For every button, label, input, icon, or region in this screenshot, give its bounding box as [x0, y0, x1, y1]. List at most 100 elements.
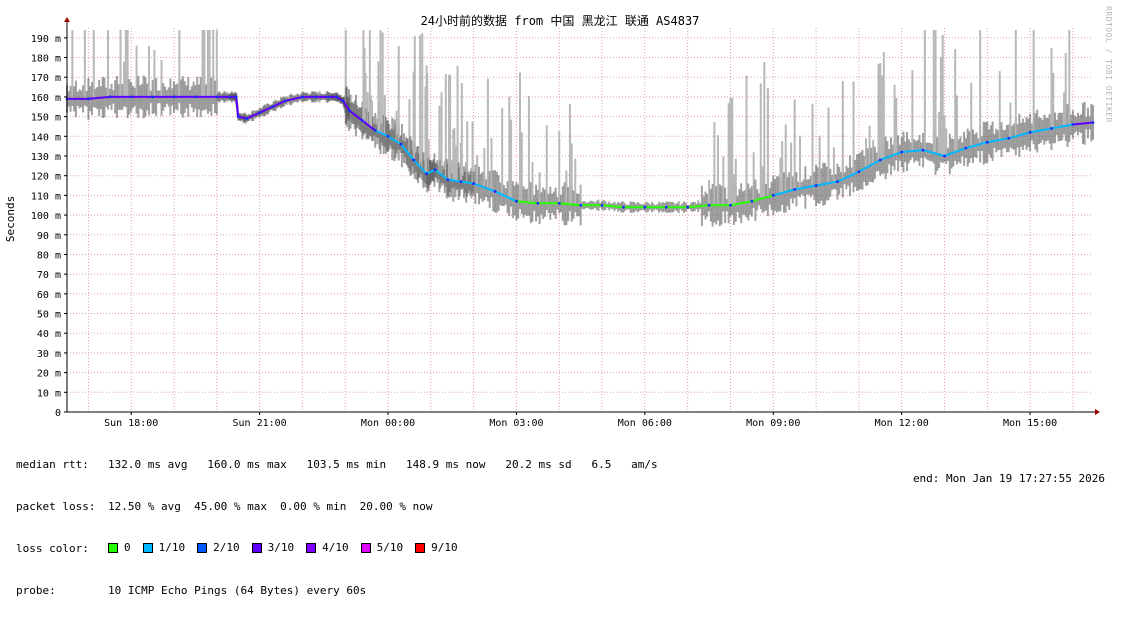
median-rtt-segment — [494, 190, 517, 203]
loss-color-item-label: 2/10 — [213, 541, 240, 554]
median-rtt-point — [172, 95, 176, 99]
y-tick-label: 110 m — [31, 191, 61, 202]
median-rtt-segment — [516, 200, 538, 205]
median-rtt-segment — [412, 159, 428, 175]
median-rtt-point — [857, 170, 861, 174]
y-tick-label: 140 m — [31, 132, 61, 143]
y-axis-title: Seconds — [4, 196, 17, 242]
median-rtt-segment — [342, 100, 351, 112]
median-rtt-segment — [246, 111, 261, 120]
rrdtool-watermark: RRDTOOL / TOBI OETIKER — [1104, 6, 1113, 123]
loss-color-item: 1/10 — [142, 541, 185, 555]
median-rtt-segment — [259, 105, 273, 114]
median-rtt-point — [215, 95, 219, 99]
y-tick-label: 180 m — [31, 54, 61, 65]
median-rtt-point — [878, 158, 882, 162]
y-tick-label: 160 m — [31, 93, 61, 104]
median-rtt-point — [151, 95, 155, 99]
median-rtt-point — [386, 134, 390, 138]
x-tick-label: Sun 18:00 — [104, 418, 158, 429]
loss-color-item-label: 9/10 — [431, 541, 458, 554]
median-rtt-segment — [730, 200, 753, 207]
median-rtt-point — [622, 205, 625, 209]
y-tick-label: 40 m — [37, 329, 61, 340]
median-rtt-segment — [272, 99, 286, 108]
median-rtt-point — [921, 148, 925, 152]
median-rtt-point — [341, 99, 345, 103]
y-tick-label: 120 m — [31, 172, 61, 183]
median-rtt-point — [1091, 121, 1095, 124]
loss-color-item: 4/10 — [306, 541, 349, 555]
median-rtt-segment — [1029, 127, 1052, 134]
smokeping-graph: 24小时前的数据 from 中国 黑龙江 联通 AS4837 Seconds 0… — [4, 6, 1113, 597]
x-tick-label: Mon 12:00 — [875, 418, 929, 429]
median-rtt-segment — [235, 96, 240, 117]
median-rtt-segment — [374, 129, 389, 138]
x-tick-label: Mon 03:00 — [489, 418, 543, 429]
median-rtt-point — [515, 199, 518, 203]
smoke-band — [66, 29, 1094, 227]
median-rtt-segment — [837, 170, 860, 183]
median-rtt-segment — [1051, 123, 1074, 130]
median-rtt-point — [557, 201, 561, 205]
loss-color-item: 0 — [108, 541, 131, 555]
loss-color-item: 3/10 — [251, 541, 294, 555]
loss-color-swatch — [197, 543, 208, 553]
y-tick-label: 20 m — [37, 369, 61, 380]
median-rtt-point — [729, 203, 732, 207]
packet-loss-row: packet loss: 12.50 % avg 45.00 % max 0.00… — [16, 500, 658, 514]
median-rtt-point — [326, 95, 330, 99]
probe-label: probe: — [16, 584, 56, 597]
median-rtt-segment — [965, 141, 988, 150]
y-tick-label: 0 — [55, 408, 61, 419]
median-rtt-segment — [901, 149, 924, 154]
median-rtt-segment — [601, 204, 624, 209]
median-rtt-segment — [559, 202, 581, 207]
median-rtt-point — [985, 140, 989, 144]
rtt-chart: 24小时前的数据 from 中国 黑龙江 联通 AS4837 Seconds 0… — [4, 13, 1100, 429]
x-tick-label: Mon 15:00 — [1003, 418, 1057, 429]
median-rtt-point — [348, 109, 351, 113]
y-tick-label: 130 m — [31, 152, 61, 163]
median-rtt-segment — [815, 180, 838, 187]
median-rtt-segment — [794, 184, 817, 191]
median-rtt-segment — [447, 178, 461, 183]
median-rtt-point — [108, 95, 112, 99]
median-rtt-point — [836, 180, 839, 184]
median-rtt-point — [686, 205, 690, 209]
median-rtt-point — [412, 158, 416, 162]
median-rtt-point — [900, 150, 904, 154]
median-rtt-segment — [987, 137, 1009, 144]
median-rtt-point — [1007, 136, 1011, 140]
median-rtt-point — [234, 95, 238, 99]
loss-color-swatch — [415, 543, 426, 553]
median-rtt-point — [493, 190, 497, 193]
loss-color-swatch — [306, 543, 317, 553]
median-rtt-label: median rtt: — [16, 458, 89, 471]
median-rtt-row: median rtt: 132.0 ms avg 160.0 ms max 103… — [16, 458, 658, 472]
median-rtt-segment — [237, 115, 247, 120]
median-rtt-point — [258, 111, 262, 115]
x-tick-label: Mon 09:00 — [746, 418, 800, 429]
median-rtt-segment — [460, 180, 474, 185]
median-rtt-point — [425, 172, 428, 176]
loss-color-item: 9/10 — [415, 541, 458, 555]
median-rtt-point — [964, 146, 968, 150]
y-ticks: 0 10 m 20 m 30 m 40 m 50 m 60 m 70 m 80 m 90 m 100… — [31, 34, 67, 419]
median-rtt-point — [87, 97, 90, 101]
median-rtt-segment — [687, 204, 710, 209]
legend: median rtt: 132.0 ms avg 160.0 ms max 103… — [16, 430, 658, 626]
loss-color-label: loss color: — [16, 542, 89, 555]
median-rtt-segment — [879, 151, 903, 161]
median-rtt-point — [283, 99, 287, 103]
median-rtt-point — [399, 142, 403, 146]
y-tick-label: 60 m — [37, 290, 61, 301]
median-rtt-segment — [361, 119, 376, 132]
x-tick-label: Mon 00:00 — [361, 418, 415, 429]
median-rtt-segment — [1008, 131, 1031, 140]
loss-color-swatch — [142, 543, 153, 553]
y-tick-label: 150 m — [31, 113, 61, 124]
median-rtt-point — [335, 95, 339, 99]
median-rtt-point — [600, 203, 604, 207]
loss-color-swatch — [360, 543, 371, 553]
